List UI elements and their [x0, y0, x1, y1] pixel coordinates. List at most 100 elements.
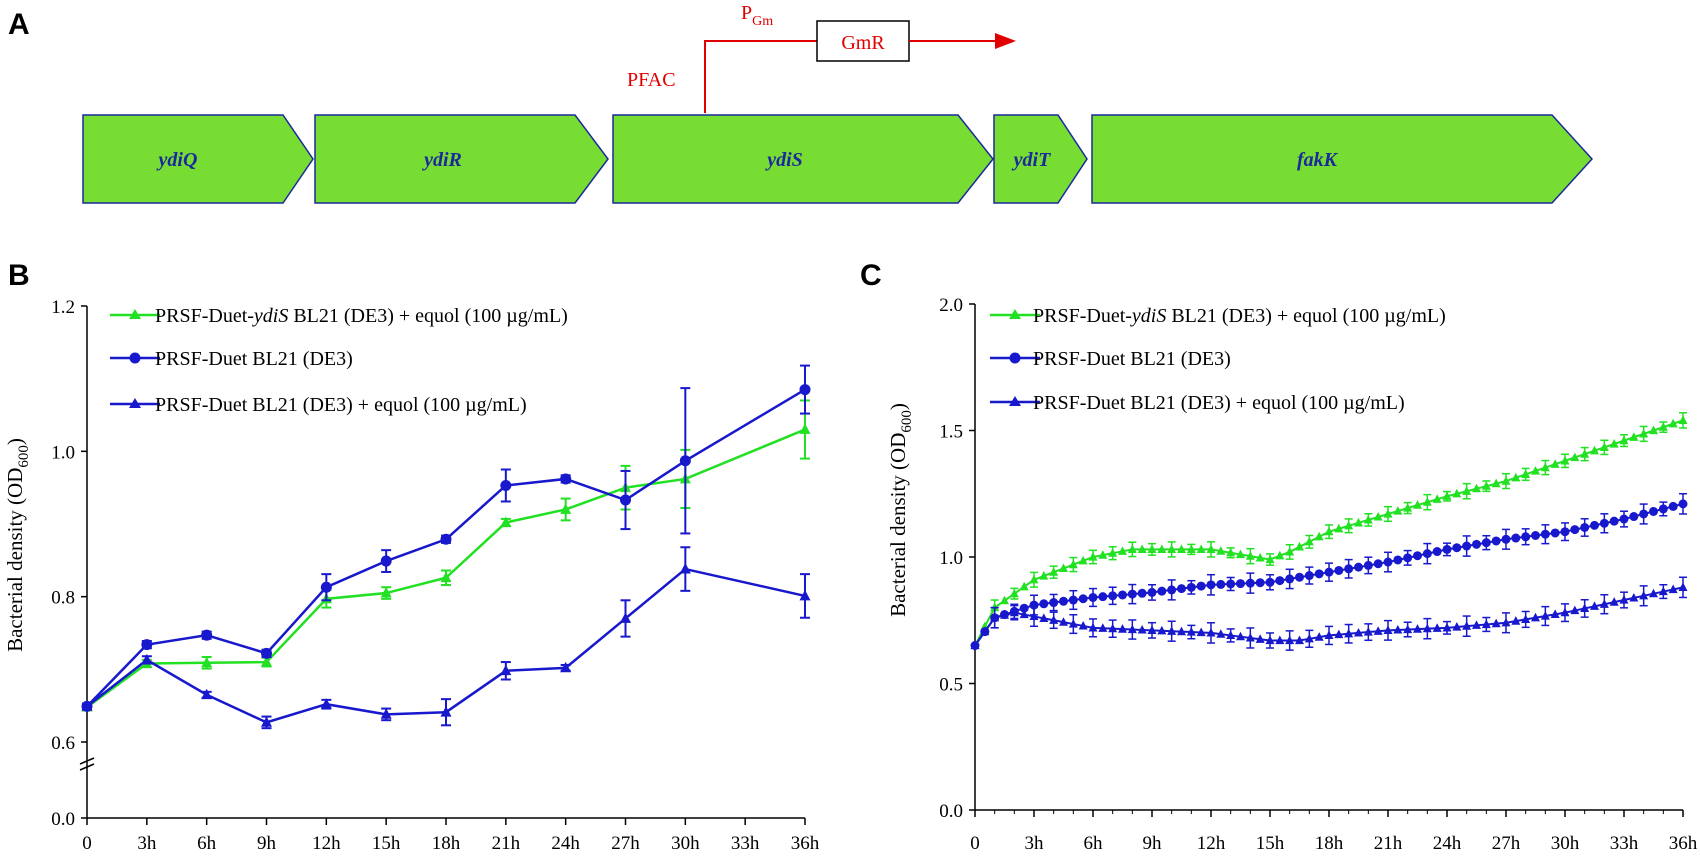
chart-b-data-point	[440, 533, 452, 545]
chart-c-data-point	[1137, 588, 1147, 598]
chart-c-data-point	[1550, 609, 1560, 618]
chart-c-data-point	[1619, 595, 1629, 604]
chart-c-series-1	[970, 412, 1688, 650]
chart-c-data-point	[1658, 586, 1668, 596]
chart-c-x-tick-label: 6h	[1084, 833, 1104, 854]
chart-c-data-point	[1236, 631, 1245, 641]
chart-b-x-tick-label: 6h	[197, 833, 217, 854]
legend-c-text-3: PRSF-Duet BL21 (DE3) + equol (100 µg/mL)	[1033, 392, 1405, 414]
chart-c-data-point	[1639, 509, 1649, 519]
chart-c-data-point	[1403, 553, 1413, 563]
chart-c-data-point	[1108, 623, 1118, 633]
chart-c-y-tick-label: 1.5	[939, 422, 963, 443]
chart-c-data-point	[1304, 571, 1314, 581]
chart-c-data-point	[1039, 613, 1049, 622]
chart-c-data-point	[1186, 544, 1196, 554]
chart-c-data-point	[1118, 624, 1127, 633]
chart-c-data-point	[1383, 625, 1393, 634]
chart-c-data-point	[1177, 584, 1186, 594]
chart-c-data-point	[1029, 611, 1039, 621]
chart-c-data-point	[1481, 538, 1491, 548]
chart-c-data-point	[1629, 592, 1639, 602]
chart-b-data-point	[679, 455, 691, 467]
chart-c-data-point	[1324, 630, 1334, 640]
chart-c-x-tick-label: 3h	[1025, 833, 1045, 854]
legend-b-text-1: PRSF-Duet-ydiS BL21 (DE3) + equol (100 µ…	[155, 305, 568, 327]
chart-c-data-point	[1245, 633, 1255, 642]
chart-c-data-point	[1127, 544, 1137, 554]
chart-c-data-point	[1678, 582, 1688, 591]
chart-c-data-point	[1393, 506, 1403, 515]
chart-c-data-point	[1147, 587, 1157, 597]
chart-c-data-point	[1540, 529, 1550, 539]
chart-c: 0.0 0.5 1.0 1.5 2.0 0 3h 6h 9h 12h 15h 18h 21h 24h 27h…	[886, 295, 1698, 854]
chart-c-data-point	[1609, 516, 1619, 526]
chart-b-data-point	[320, 581, 332, 593]
chart-b-x-tick-label: 36h	[791, 833, 820, 854]
chart-c-data-point	[1039, 599, 1049, 609]
chart-c-data-point	[1127, 589, 1137, 599]
chart-c-data-point	[1314, 569, 1324, 579]
chart-c-x-tick-label: 36h	[1669, 833, 1698, 854]
chart-b-x-tick-label: 0	[82, 833, 92, 854]
chart-c-data-point	[1472, 539, 1481, 549]
chart-c-data-point	[1452, 488, 1462, 498]
chart-b-y-tick-label: 0.8	[51, 588, 75, 609]
chart-c-y-tick-label: 0.5	[939, 675, 963, 696]
chart-c-data-point	[1019, 581, 1029, 591]
chart-c-data-point	[1580, 522, 1590, 532]
chart-c-y-tick-label: 2.0	[939, 295, 963, 316]
chart-c-data-point	[1550, 459, 1560, 468]
chart-b-x-tick-label: 15h	[372, 833, 401, 854]
chart-c-data-point	[1147, 544, 1157, 554]
chart-c-data-point	[1354, 517, 1363, 527]
chart-c-data-point	[1334, 565, 1344, 575]
chart-c-data-point	[1422, 497, 1432, 506]
legend-c-marker-2	[1009, 352, 1021, 364]
gene-arrow-ydiT	[993, 114, 1088, 204]
chart-c-data-point	[1275, 635, 1285, 645]
chart-c-data-point	[1393, 555, 1403, 565]
chart-c-data-point	[1177, 626, 1186, 636]
chart-c-data-point	[1629, 432, 1639, 441]
chart-b-data-point	[500, 479, 512, 491]
chart-c-data-point	[1029, 574, 1039, 584]
chart-b-data-point	[201, 656, 213, 668]
chart-b-x-tick-label: 21h	[492, 833, 521, 854]
chart-b-data-point	[141, 639, 153, 651]
chart-c-data-point	[1206, 580, 1216, 590]
gene-label-ydiR: ydiR	[422, 149, 462, 171]
chart-b-data-point	[500, 516, 512, 527]
chart-c-data-point	[1668, 501, 1678, 511]
chart-b-axis-break	[79, 763, 95, 771]
chart-b-data-point	[500, 664, 512, 676]
legend-c-text-2: PRSF-Duet BL21 (DE3)	[1033, 348, 1231, 370]
chart-c-data-point	[1531, 530, 1540, 540]
pfac-label: PFAC	[627, 69, 676, 91]
chart-c-data-point	[1639, 428, 1649, 438]
chart-b-axes: 0.0 0.6 0.8 1.0 1.2 0 3h 6h 9h 12h 15h 18h 21h 24h 27h…	[51, 297, 820, 854]
chart-b-data-point	[201, 688, 213, 700]
chart-c-data-point	[1432, 547, 1442, 557]
chart-c-data-point	[1472, 620, 1481, 629]
chart-c-data-point	[1009, 588, 1019, 598]
chart-c-data-point	[1304, 536, 1314, 546]
chart-c-x-tick-label: 27h	[1492, 833, 1521, 854]
chart-c-data-point	[1432, 623, 1442, 632]
chart-c-data-point	[1019, 609, 1029, 619]
chart-c-data-point	[1078, 555, 1088, 565]
chart-c-data-point	[1462, 486, 1472, 495]
chart-c-data-point	[1157, 586, 1167, 596]
legend-b-text-2: PRSF-Duet BL21 (DE3)	[155, 348, 353, 370]
chart-c-data-point	[1590, 445, 1599, 455]
chart-c-data-point	[1393, 624, 1403, 634]
legend-b-marker-2	[129, 352, 141, 364]
chart-c-y-tick-label: 1.0	[939, 548, 963, 569]
chart-c-axes: 0.0 0.5 1.0 1.5 2.0 0 3h 6h 9h 12h 15h 18h 21h 24h 27h…	[939, 295, 1698, 854]
chart-c-data-point	[1049, 598, 1059, 608]
chart-c-data-point	[1668, 418, 1678, 428]
gene-arrow-fakK	[1091, 114, 1594, 204]
chart-c-data-point	[1245, 578, 1255, 588]
chart-c-data-point	[1491, 618, 1501, 628]
chart-c-data-point	[1285, 574, 1295, 584]
